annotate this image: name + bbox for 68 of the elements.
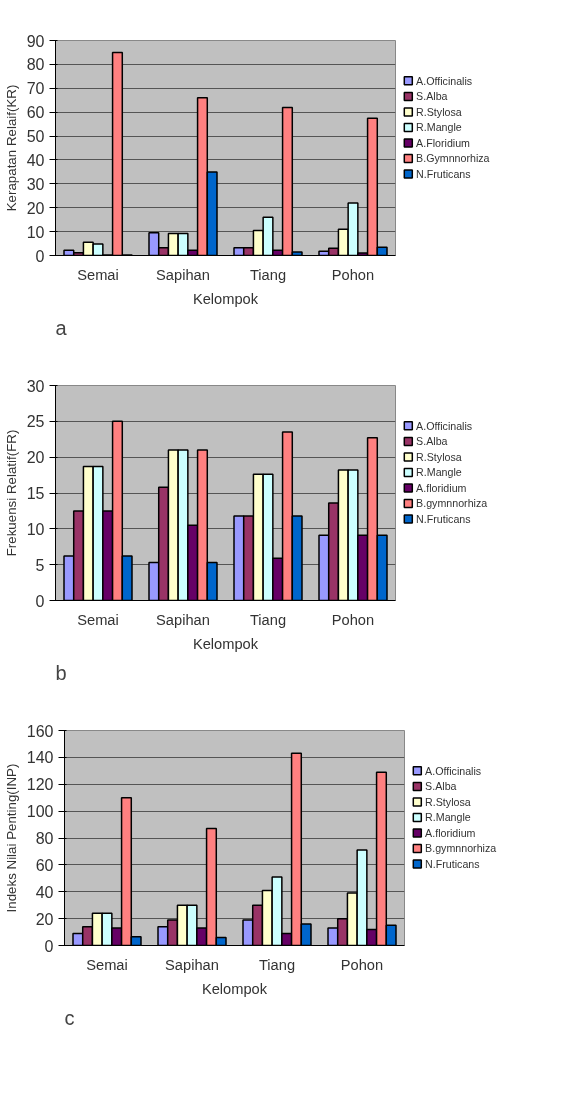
x-tick-label: Semai [86, 956, 128, 973]
x-axis-title: Kelompok [192, 290, 259, 307]
x-tick-label: Tiang [258, 956, 296, 973]
y-tick-label: 70 [26, 80, 45, 98]
x-tick-label: Semai [77, 266, 119, 283]
y-axis-title: Kerapatan Relaif(KR) [3, 84, 19, 212]
legend-label: A.floridium [416, 481, 467, 494]
legend-label: A.Officinalis [425, 764, 482, 777]
legend-label: R.Mangle [416, 466, 462, 479]
y-tick-label: 15 [26, 485, 45, 502]
legend-label: N.Fruticans [416, 168, 471, 181]
legend-label: B.gymnnorhiza [425, 842, 497, 855]
legend-label: S.Alba [416, 435, 448, 448]
y-tick-label: 5 [35, 556, 45, 574]
legend-label: B.gymnnorhiza [416, 497, 488, 510]
y-tick-label: 60 [26, 104, 45, 122]
x-tick-label: Sapihan [156, 611, 210, 628]
legend-label: A.Officinalis [416, 419, 473, 432]
x-tick-label: Sapihan [156, 266, 210, 283]
legend-label: N.Fruticans [425, 858, 480, 871]
x-tick-label: Pohon [331, 611, 375, 628]
text: b [55, 661, 67, 684]
y-tick-label: 60 [35, 856, 54, 874]
legend-label: R.Stylosa [416, 450, 462, 463]
y-tick-label: 20 [26, 449, 45, 467]
x-tick-label: Semai [77, 611, 119, 628]
y-tick-label: 140 [26, 749, 54, 767]
y-tick-label: 0 [35, 247, 45, 265]
legend-label: A.Floridium [416, 136, 471, 149]
y-tick-label: 0 [35, 592, 45, 610]
legend-label: R.Mangle [425, 811, 471, 824]
y-tick-label: 80 [26, 56, 45, 74]
y-tick-label: 90 [26, 32, 45, 50]
legend-label: S.Alba [416, 90, 448, 103]
y-tick-label: 30 [26, 377, 45, 395]
y-tick-label: 160 [26, 722, 54, 740]
y-tick-label: 20 [26, 199, 45, 217]
legend-label: R.Mangle [416, 121, 462, 134]
x-tick-label: Pohon [331, 266, 375, 283]
y-tick-label: 40 [35, 883, 54, 901]
legend-label: A.floridium [425, 826, 476, 839]
legend-label: B.Gymnnorhiza [416, 152, 490, 165]
y-tick-label: 10 [26, 520, 45, 538]
y-axis-title: Frekuensi Relatif(FR) [3, 429, 19, 557]
y-tick-label: 50 [26, 128, 45, 146]
y-tick-label: 30 [26, 175, 45, 193]
y-tick-label: 80 [35, 830, 54, 847]
text: a [55, 316, 68, 339]
legend-label: S.Alba [425, 780, 457, 793]
text: c [64, 1006, 75, 1029]
y-tick-label: 10 [26, 223, 45, 241]
legend-label: R.Stylosa [425, 795, 471, 808]
x-tick-label: Sapihan [165, 956, 219, 973]
y-tick-label: 100 [26, 803, 54, 821]
x-tick-label: Pohon [340, 956, 384, 973]
y-tick-label: 25 [26, 413, 45, 431]
legend-label: R.Stylosa [416, 105, 462, 118]
x-tick-label: Tiang [249, 266, 287, 283]
legend-label: N.Fruticans [416, 513, 471, 526]
x-axis-title: Kelompok [201, 980, 268, 997]
y-tick-label: 0 [44, 937, 54, 955]
legend-label: A.Officinalis [416, 74, 473, 87]
y-axis-title: Indeks Nilai Penting(INP) [3, 763, 19, 913]
y-tick-label: 20 [35, 910, 54, 928]
x-tick-label: Tiang [249, 611, 287, 628]
x-axis-title: Kelompok [192, 635, 259, 652]
y-tick-label: 120 [26, 776, 54, 794]
y-tick-label: 40 [26, 151, 45, 169]
